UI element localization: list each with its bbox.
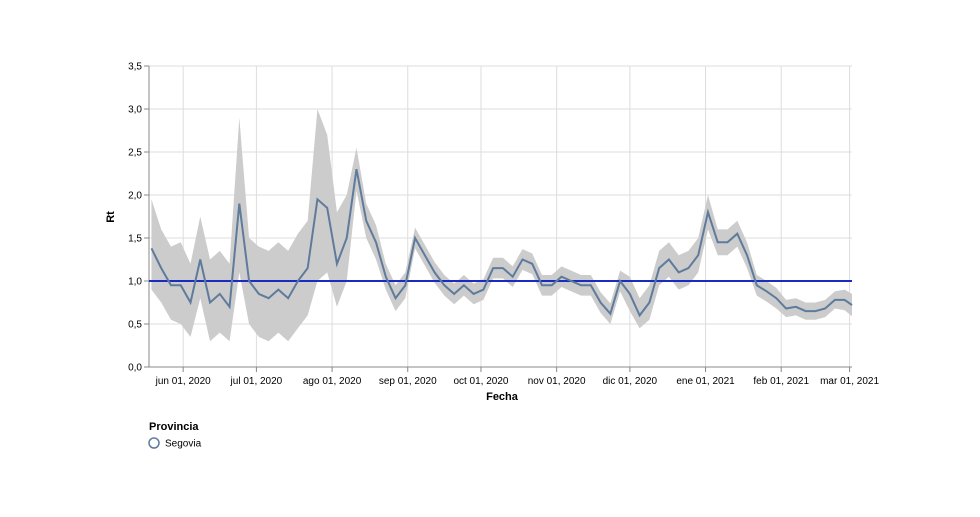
legend-title: Provincia [149,421,199,433]
x-tick-label: dic 01, 2020 [603,376,658,387]
y-tick-label: 1,0 [128,277,142,288]
x-tick-label: nov 01, 2020 [528,376,586,387]
y-tick-label: 2,0 [128,191,142,202]
x-tick-label: jul 01, 2020 [230,376,283,387]
x-tick-label: mar 01, 2021 [820,376,879,387]
y-tick-label: 3,5 [128,62,142,73]
y-tick-label: 2,5 [128,148,142,159]
legend-label: Segovia [165,439,202,450]
legend-symbol [148,437,160,449]
x-tick-label: jun 01, 2020 [155,376,211,387]
y-tick-label: 0,5 [128,320,142,331]
y-tick-label: 3,0 [128,105,142,116]
y-axis-title: Rt [105,211,117,223]
confidence-band [151,109,852,342]
x-tick-label: ene 01, 2021 [676,376,735,387]
x-tick-label: oct 01, 2020 [453,376,508,387]
line [150,169,853,318]
x-axis-title: Fecha [486,391,519,403]
y-tick-label: 1,5 [128,234,142,245]
y-tick-label: 0,0 [128,363,142,374]
x-tick-label: feb 01, 2021 [753,376,809,387]
x-tick-label: ago 01, 2020 [303,376,362,387]
x-tick-label: sep 01, 2020 [379,376,437,387]
